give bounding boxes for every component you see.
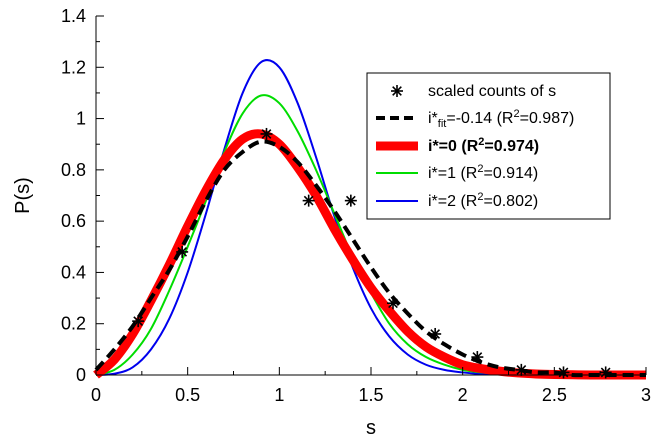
legend-label-fit: i*fit=-0.14 (R2=0.987) <box>428 108 574 130</box>
y-tick-label: 0.8 <box>61 160 86 180</box>
x-tick-label: 2.5 <box>542 385 567 405</box>
y-tick-label: 1.4 <box>61 6 86 26</box>
y-tick-label: 1 <box>76 109 86 129</box>
y-tick-label: 0 <box>76 365 86 385</box>
scatter-point <box>132 315 145 328</box>
x-tick-label: 0 <box>91 385 101 405</box>
scatter-point <box>260 127 273 140</box>
x-tick-label: 0.5 <box>175 385 200 405</box>
x-axis-title: s <box>366 417 376 439</box>
legend-label-i0: i*=0 (R2=0.974) <box>428 136 539 155</box>
legend-label-scatter: scaled counts of s <box>428 83 556 100</box>
y-tick-label: 1.2 <box>61 57 86 77</box>
scatter-point <box>302 194 315 207</box>
scatter-point <box>387 297 399 310</box>
x-tick-label: 3 <box>641 385 651 405</box>
y-tick-label: 0.4 <box>61 262 86 282</box>
x-tick-label: 2 <box>458 385 468 405</box>
scatter-point <box>176 245 189 258</box>
scatter-point <box>429 327 442 340</box>
legend-label-i2: i*=2 (R2=0.802) <box>428 191 538 210</box>
y-axis-title: P(s) <box>12 177 34 214</box>
y-tick-label: 0.6 <box>61 211 86 231</box>
x-tick-label: 1.5 <box>358 385 383 405</box>
legend-label-i1: i*=1 (R2=0.914) <box>428 163 538 182</box>
scatter-point <box>471 351 484 364</box>
scatter-point <box>557 366 570 379</box>
scatter-point <box>515 363 528 376</box>
series-line-fit <box>94 139 646 378</box>
x-tick-label: 1 <box>274 385 284 405</box>
legend-marker-scatter <box>391 85 403 97</box>
legend: scaled counts of s i*fit=-0.14 (R2=0.987)… <box>366 72 611 220</box>
scatter-layer <box>132 127 612 379</box>
axes-layer: 0 0.5 1 1.5 2 2.5 3 0 0.2 0.4 0.6 0.8 1 1.2 1.4 <box>61 6 651 405</box>
scatter-point <box>344 194 357 207</box>
y-tick-label: 0.2 <box>61 314 86 334</box>
scatter-point <box>599 366 612 379</box>
